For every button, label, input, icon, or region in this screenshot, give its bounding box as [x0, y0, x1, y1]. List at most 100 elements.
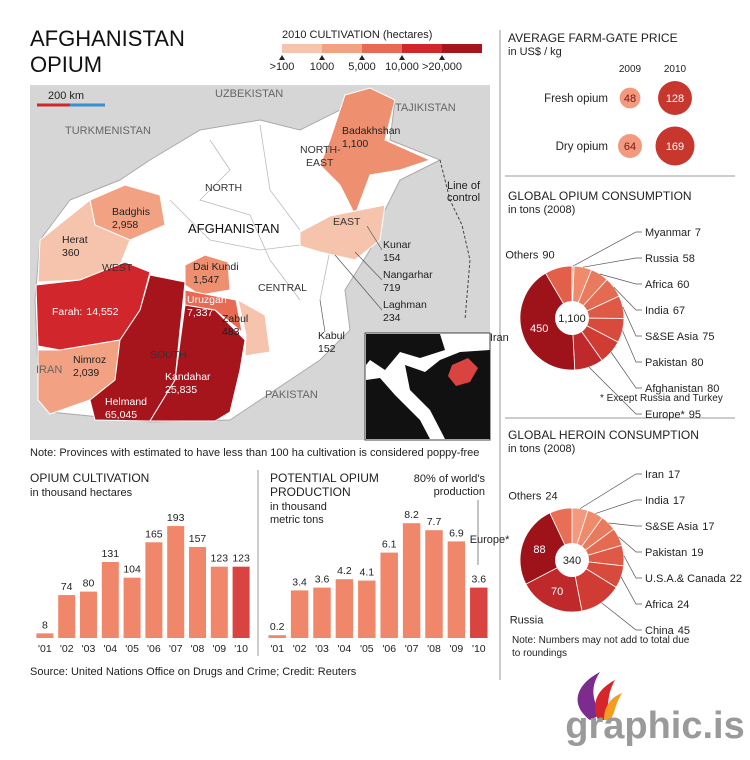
leader-line: [610, 352, 642, 389]
region-label: WEST: [102, 262, 133, 274]
bar: [79, 591, 98, 638]
bar-value: 123: [232, 553, 250, 565]
title: AFGHANISTAN: [30, 26, 185, 51]
leader-line: [579, 473, 642, 509]
province-name: Zabul: [222, 313, 248, 325]
bubble: [619, 87, 641, 109]
leader-line: [601, 602, 642, 631]
province-name: Herat: [62, 234, 88, 246]
bar: [210, 566, 228, 638]
bar-value: 7.7: [427, 516, 442, 528]
legend-label: 2009: [619, 64, 642, 75]
slice-label: China 45: [645, 625, 690, 637]
legend-tick: [359, 55, 365, 60]
slice-name: India: [645, 305, 670, 317]
province-badakhshan: [319, 87, 432, 217]
footnote: Note: Numbers may not add to total due: [512, 635, 690, 646]
region-label: EAST: [306, 157, 334, 169]
bubble: [618, 134, 642, 158]
slice-label: U.S.A.& Canada 22: [645, 573, 742, 585]
slice-value: 17: [673, 495, 685, 507]
slice-value: 450: [530, 323, 548, 335]
legend-tick: [279, 55, 285, 60]
province-name: Helmand: [105, 396, 147, 408]
bar: [188, 546, 207, 638]
slice-value: 95: [689, 409, 701, 421]
slice-name: Africa: [645, 279, 674, 291]
slice-label: Europe* 95: [645, 409, 701, 421]
bar-value: 193: [167, 512, 185, 524]
province-name: Badakhshan: [342, 125, 401, 137]
slice-label: S&SE Asia 75: [645, 331, 714, 343]
x-tick-label: '10: [472, 643, 486, 655]
chart-title: PRODUCTION: [270, 485, 351, 499]
slice-name: Russia: [510, 614, 545, 626]
leader-line: [595, 499, 642, 514]
slice-value: 19: [691, 547, 703, 559]
x-tick-label: '01: [38, 643, 52, 655]
legend-label: >100: [270, 61, 295, 73]
slice-value: 88: [533, 544, 545, 556]
slice-label: Iran 17: [645, 469, 680, 481]
bar-value: 8.2: [404, 509, 419, 521]
slice-label: Russia: [510, 614, 545, 626]
x-tick-label: '09: [212, 643, 226, 655]
slice-name: Europe*: [470, 534, 510, 546]
legend-tick: [319, 55, 325, 60]
bar-value: 6.9: [449, 527, 464, 539]
slice-label: S&SE Asia 17: [645, 521, 714, 533]
logo: graphic.is: [565, 672, 745, 747]
slice-label: Africa 24: [645, 599, 689, 611]
x-tick-label: '07: [405, 643, 419, 655]
legend-tick: [399, 55, 405, 60]
bar: [58, 595, 76, 638]
slice-name: Others: [508, 491, 542, 503]
province-name: Nangarhar: [383, 269, 433, 281]
slice-value: 58: [683, 253, 695, 265]
province-name: Farah:: [52, 306, 82, 318]
pie-slice: [519, 272, 576, 371]
leader-line: [582, 257, 642, 268]
bar: [290, 590, 309, 638]
legend-label: >20,000: [422, 61, 462, 73]
province-kandahar: [149, 304, 246, 422]
province-name: Kandahar: [165, 371, 211, 383]
slice-value: 75: [702, 331, 714, 343]
slice-label: Russia 58: [645, 253, 695, 265]
title: OPIUM: [30, 52, 102, 77]
province-value: 154: [383, 252, 401, 264]
province-value: 152: [318, 343, 336, 355]
slice-name: Iran: [645, 469, 664, 481]
inset-afghanistan: [448, 358, 478, 386]
legend-swatch: [442, 44, 482, 53]
inset-land: [366, 334, 490, 439]
chart-subtitle: in tons (2008): [508, 443, 575, 455]
chart-title: POTENTIAL OPIUM: [270, 471, 379, 485]
slice-value: 45: [678, 625, 690, 637]
bar: [402, 523, 421, 638]
x-tick-label: '02: [60, 643, 74, 655]
x-tick-label: '05: [125, 643, 139, 655]
map-labels: 200 km UZBEKISTAN TAJIKISTAN TURKMENISTA…: [36, 88, 481, 421]
x-tick-label: '08: [427, 643, 441, 655]
bar-value: 4.2: [337, 565, 352, 577]
bar-value: 6.1: [382, 539, 397, 551]
pie-total: 1,100: [558, 313, 586, 325]
country-label: IRAN: [36, 364, 62, 376]
slice-label: India 17: [645, 495, 685, 507]
province-value: 360: [62, 247, 80, 259]
chart-title: GLOBAL HEROIN CONSUMPTION: [508, 428, 699, 442]
province-value: 719: [383, 282, 401, 294]
map-note: Note: Provinces with estimated to have l…: [30, 447, 479, 459]
slice-name: S&SE Asia: [645, 521, 699, 533]
x-tick-label: '07: [169, 643, 183, 655]
bar: [335, 579, 354, 638]
legend-tick: [439, 55, 445, 60]
province-value: 2,958: [112, 219, 138, 231]
region-label: SOUTH: [150, 349, 187, 361]
bar-value: 3.6: [315, 574, 330, 586]
bar-value: 4.1: [359, 567, 374, 579]
chart-subtitle: in US$ / kg: [508, 46, 562, 58]
source: Source: United Nations Office on Drugs a…: [30, 666, 357, 678]
slice-label: Myanmar 7: [645, 227, 701, 239]
